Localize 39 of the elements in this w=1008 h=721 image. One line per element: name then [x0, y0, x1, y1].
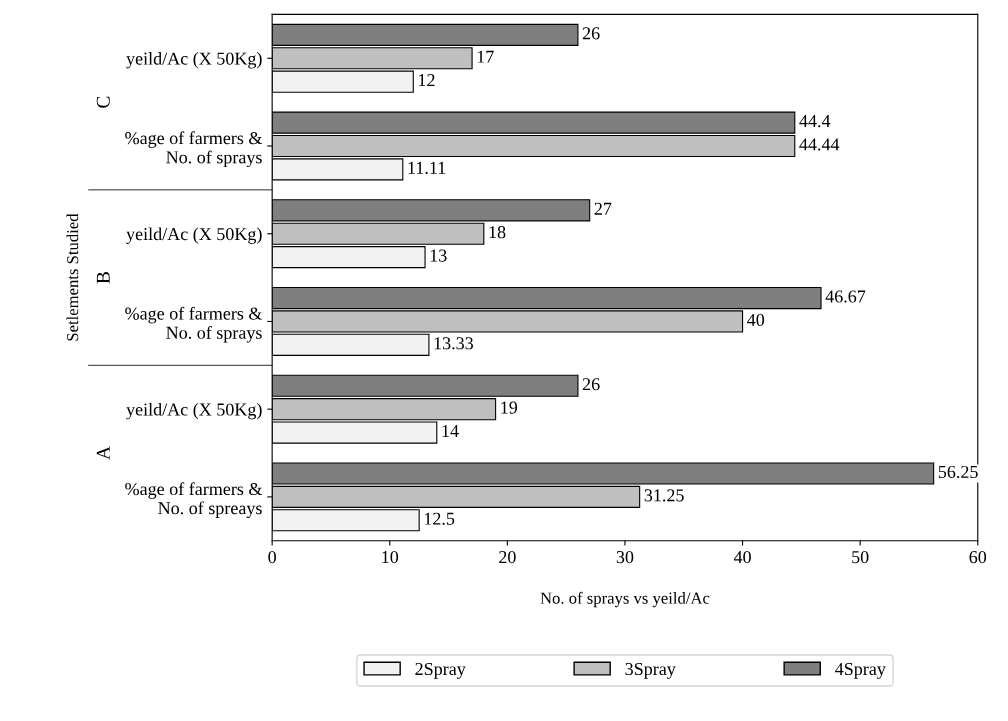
- legend-label: 4Spray: [835, 662, 886, 679]
- y-tick-label: %age of farmers & No. of spreays: [125, 482, 263, 518]
- y-tick-label: %age of farmers & No. of sprays: [125, 306, 263, 343]
- y-tick-label: yeild/Ac (X 50Kg): [126, 402, 262, 420]
- data-label: 12.5: [424, 512, 455, 525]
- y-tick-label: yeild/Ac (X 50Kg): [126, 52, 262, 69]
- data-label: 19: [501, 401, 518, 414]
- x-tick-label: 30: [616, 550, 634, 564]
- data-label: 13: [430, 249, 447, 262]
- data-label: 26: [582, 378, 600, 391]
- text: C: [96, 96, 110, 108]
- y-tick-label: %age of farmers & No. of sprays: [125, 131, 263, 168]
- data-label: 27: [594, 202, 612, 215]
- data-label: 31.25: [644, 489, 684, 502]
- data-label: 12: [419, 74, 435, 87]
- data-label: 44.44: [799, 138, 840, 151]
- data-label: 46.67: [825, 290, 866, 303]
- x-tick-label: 10: [382, 550, 399, 564]
- legend-label: 2Spray: [415, 662, 466, 679]
- x-tick-label: 50: [852, 550, 869, 564]
- x-axis-title: No. of sprays vs yeild/Ac: [540, 591, 710, 608]
- x-tick-label: 40: [733, 550, 751, 564]
- x-tick-label: 0: [268, 550, 276, 564]
- y-axis-title: Setlements Studied: [66, 213, 79, 341]
- data-label: 13.33: [434, 337, 474, 350]
- data-label: 14: [442, 424, 459, 437]
- text: A: [96, 446, 110, 460]
- legend-label: 3Spray: [625, 662, 676, 679]
- data-label: 11.11: [408, 161, 446, 174]
- data-label: 26: [582, 27, 600, 40]
- y-tick-label: yeild/Ac (X 50Kg): [126, 227, 262, 244]
- data-label: 18: [489, 226, 506, 239]
- data-label: 17: [477, 50, 494, 63]
- x-tick-label: 60: [969, 550, 987, 564]
- data-label: 56.25: [938, 465, 978, 479]
- data-label: 44.4: [799, 115, 831, 128]
- x-tick-label: 20: [499, 550, 516, 564]
- text: B: [96, 272, 110, 284]
- data-label: 40: [747, 313, 765, 326]
